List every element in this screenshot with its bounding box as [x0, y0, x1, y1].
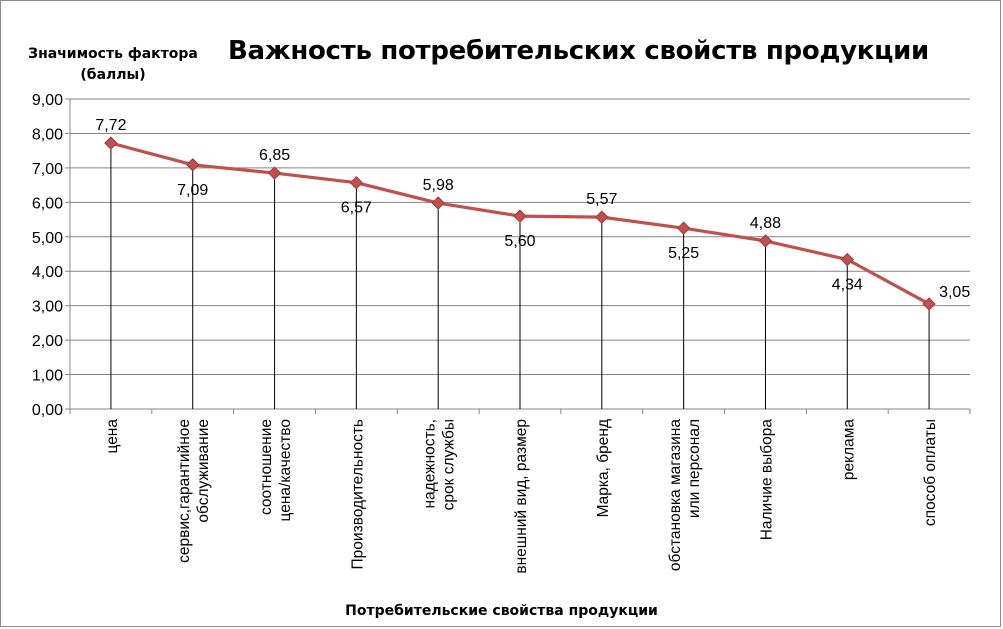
y-tick-label: 1,00	[32, 368, 63, 385]
x-category-label: цена/качество	[277, 419, 294, 521]
y-tick-label: 9,00	[32, 92, 63, 109]
x-category-label: Наличие выбора	[758, 419, 775, 541]
x-category-label: соотношение	[258, 419, 275, 515]
data-label: 5,57	[586, 191, 617, 208]
data-label: 6,57	[341, 200, 372, 217]
data-point-marker	[840, 252, 854, 267]
x-category-label: обслуживание	[195, 419, 212, 523]
x-category-label: обстановка магазина	[667, 419, 684, 571]
y-tick-label: 3,00	[32, 299, 63, 316]
y-tick-label: 5,00	[32, 230, 63, 247]
x-category-label: цена	[104, 419, 121, 454]
data-label: 3,05	[939, 284, 970, 301]
data-label: 7,09	[177, 182, 208, 199]
data-point-marker	[758, 234, 773, 248]
y-axis-title: Значимость фактора (баллы)	[18, 44, 208, 86]
y-axis-title-line-2: (баллы)	[80, 67, 146, 83]
y-tick-label: 4,00	[32, 264, 63, 281]
y-tick-label: 2,00	[32, 333, 63, 350]
x-category-label: Производительность	[349, 419, 366, 569]
x-axis-title: Потребительские свойства продукции	[345, 603, 658, 619]
data-point-marker	[513, 209, 527, 223]
x-category-label: внешний вид, размер	[513, 419, 530, 574]
y-tick-label: 8,00	[32, 126, 63, 143]
x-category-label: срок службы	[441, 419, 458, 510]
data-point-marker	[595, 210, 609, 224]
data-point-marker	[676, 221, 691, 235]
data-label: 6,85	[259, 147, 290, 164]
x-category-label: или персонал	[686, 419, 703, 518]
y-tick-label: 7,00	[32, 161, 63, 178]
data-label: 5,60	[504, 233, 535, 250]
data-point-marker	[267, 166, 282, 180]
data-label: 7,72	[95, 117, 126, 134]
x-category-label: сервис,гарантийное	[176, 419, 193, 563]
data-label: 5,25	[668, 245, 699, 262]
y-tick-label: 0,00	[32, 402, 63, 419]
data-point-marker	[104, 136, 118, 150]
x-category-label: реклама	[840, 419, 857, 481]
x-category-label: Марка, бренд	[595, 419, 612, 517]
x-category-label: способ оплаты	[922, 419, 939, 526]
chart-title: Важность потребительских свойств продукц…	[228, 36, 929, 66]
data-point-marker	[186, 158, 200, 172]
y-tick-label: 6,00	[32, 195, 63, 212]
data-label: 5,98	[423, 177, 454, 194]
x-category-label: надежность,	[422, 419, 439, 508]
data-label: 4,34	[832, 277, 863, 294]
data-point-marker	[431, 196, 445, 210]
y-axis-title-line-1: Значимость фактора	[28, 46, 198, 62]
data-point-marker	[349, 175, 364, 190]
data-label: 4,88	[750, 215, 781, 232]
data-point-marker	[922, 297, 936, 311]
